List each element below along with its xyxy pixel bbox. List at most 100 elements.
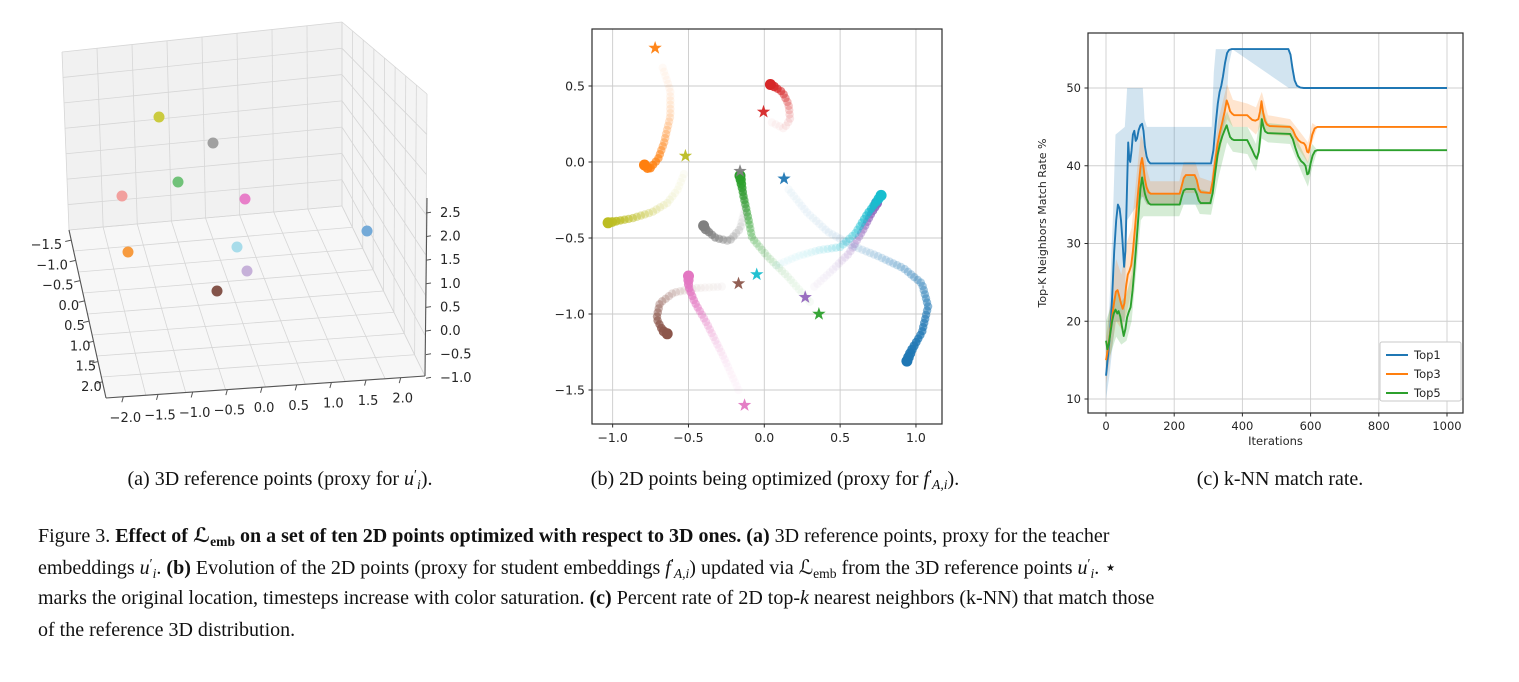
- x-tick-label: −1.0: [597, 430, 627, 445]
- x-tick-label: 0.0: [754, 430, 774, 445]
- y-tick: [91, 361, 99, 364]
- y-tick-label: 20: [1066, 314, 1081, 328]
- caption-line-2-run-17: . ⋆: [1094, 556, 1117, 579]
- x-tick: [364, 379, 367, 386]
- x-axis-label: Iterations: [1248, 434, 1303, 448]
- y-tick-label: −1.5: [555, 383, 585, 398]
- subcaption-b-run-3: A,i: [932, 476, 948, 492]
- caption-line-4-run-0: of the reference 3D distribution.: [38, 618, 296, 641]
- y-tick-label: −1.5: [31, 238, 63, 253]
- y-tick-label: −0.5: [555, 231, 585, 246]
- y-tick: [87, 340, 94, 344]
- x-tick-label: 400: [1231, 419, 1253, 433]
- y-tick-label: 0.0: [565, 155, 585, 170]
- caption-line-2-run-14: u: [1077, 556, 1088, 579]
- x-tick: [190, 391, 194, 398]
- x-tick-label: 2.0: [392, 392, 413, 407]
- axis-ticks: 0 200 400 600 800 1000 10 20 30 40 50: [1066, 81, 1461, 433]
- caption-line-2-run-4: .: [156, 556, 167, 579]
- y-tick-label: −1.0: [36, 258, 68, 273]
- caption-line-2-run-0: embeddings: [38, 556, 140, 579]
- legend: Top1 Top3 Top5: [1379, 341, 1462, 402]
- z-tick: [425, 282, 432, 285]
- subcaption-a-run-2: ′: [414, 466, 418, 482]
- x-tick: [156, 394, 159, 401]
- x-tick: [121, 396, 124, 403]
- subcaption-b-run-2: ′: [929, 466, 933, 482]
- axis-ticks: −1.0 −0.5 0.0 0.5 1.0 0.5 0.0 −0.5 −1.0 −1.5: [555, 79, 926, 446]
- grid: [1088, 33, 1463, 413]
- z-tick-label: 2.0: [440, 230, 461, 245]
- trajectory-gray: [698, 185, 749, 245]
- caption-line-1-run-5: (a): [746, 525, 770, 547]
- x-tick: [294, 384, 298, 391]
- caption-line-1-run-3: emb: [210, 533, 236, 549]
- caption-line-2-run-10: ) updated via: [689, 556, 799, 579]
- caption-line-4: of the reference 3D distribution.: [38, 615, 1519, 647]
- star-gray: [733, 164, 747, 177]
- caption-line-1-run-6: 3D reference points, proxy for the teach…: [769, 525, 1110, 547]
- line-Top1: [1105, 48, 1447, 376]
- y-tick: [69, 259, 76, 263]
- z-tick: [425, 258, 432, 261]
- x-tick-label: 0.0: [254, 401, 275, 416]
- x-tick: [225, 389, 228, 396]
- y-tick: [96, 381, 103, 384]
- caption-line-2-run-3: i: [152, 565, 157, 581]
- caption-line-2-run-5: (b): [166, 556, 191, 579]
- star-blue: [777, 171, 791, 185]
- caption-line-2: embeddings u′ i. (b) Evolution of the 2D …: [38, 552, 1519, 584]
- subcaption-b-run-0: (b) 2D points being optimized (proxy for: [590, 468, 924, 490]
- y-tick-label: 0.0: [59, 299, 80, 314]
- x-tick-label: 0: [1102, 419, 1109, 433]
- point-olive: [153, 111, 165, 123]
- x-tick-label: −0.5: [673, 430, 703, 445]
- star-orange: [648, 41, 662, 54]
- star-brown: [731, 276, 746, 290]
- plot-box: [1087, 32, 1464, 414]
- caption-line-2-run-15: ′: [1087, 555, 1091, 571]
- line-Top5: [1105, 118, 1447, 351]
- x-tick-label: −1.0: [179, 406, 211, 421]
- legend-box: [1379, 341, 1462, 402]
- caption-line-1-run-0: Figure 3.: [38, 525, 116, 547]
- x-tick-label: 600: [1300, 419, 1322, 433]
- caption-line-3-run-1: (c): [589, 587, 612, 609]
- y-axis-spine: [68, 229, 107, 399]
- subcaption-b: (b) 2D points being optimized (proxy for…: [540, 466, 1010, 492]
- caption-line-1-run-2: ℒ: [192, 523, 211, 547]
- origin-stars: [648, 41, 826, 411]
- std-bands: [1106, 49, 1447, 399]
- caption-line-2-run-7: f: [665, 556, 671, 579]
- subcaption-b-run-4: ).: [947, 468, 960, 490]
- point-lavender: [241, 265, 253, 277]
- y-tick: [74, 280, 81, 283]
- point-orange: [122, 246, 134, 258]
- x-tick-label: 1.0: [906, 430, 926, 445]
- z-tick: [425, 353, 432, 356]
- trajectory-olive: [602, 170, 689, 229]
- z-tick: [425, 306, 432, 308]
- plot-box: [591, 28, 943, 425]
- star-purple: [798, 290, 812, 303]
- x-tick-label: 0.5: [288, 399, 309, 414]
- subcaption-b-run-1: f: [923, 468, 930, 490]
- figure-caption: Figure 3. Effect of ℒemb on a set of ten…: [38, 520, 1519, 646]
- y-tick-label: 50: [1066, 81, 1081, 95]
- caption-line-1: Figure 3. Effect of ℒemb on a set of ten…: [38, 520, 1519, 552]
- subcaption-a-run-3: i: [417, 476, 421, 492]
- z-tick-label: 0.0: [440, 324, 461, 339]
- caption-line-2-run-13: from the 3D reference points: [836, 556, 1078, 579]
- y-tick-label: −0.5: [42, 279, 74, 294]
- y-tick-label: 1.5: [75, 360, 96, 375]
- trajectory-red: [764, 79, 795, 133]
- z-axis-spine: [424, 197, 428, 377]
- caption-line-3-run-4: nearest neighbors (k-NN) that match thos…: [808, 587, 1155, 609]
- pane-left: [62, 22, 342, 230]
- subcaption-a-run-1: u: [404, 468, 415, 490]
- caption-line-2-run-6: Evolution of the 2D points (proxy for st…: [190, 556, 666, 579]
- subcaption-c-run-0: (c) k-NN match rate.: [1196, 468, 1364, 490]
- reference-points: [116, 111, 373, 297]
- x-tick-label: −0.5: [214, 404, 246, 419]
